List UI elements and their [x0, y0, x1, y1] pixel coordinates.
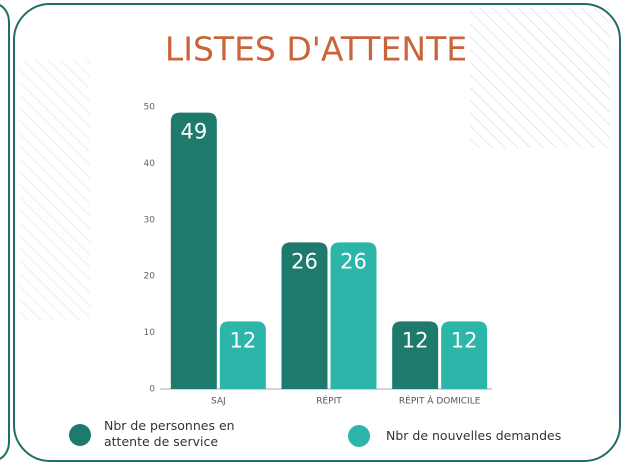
bar [281, 242, 328, 389]
value-label: 12 [402, 328, 429, 352]
y-tick-label: 20 [144, 272, 156, 282]
legend-label: Nbr de nouvelles demandes [386, 428, 562, 443]
card [13, 3, 621, 462]
bar [170, 112, 217, 389]
value-label: 26 [291, 249, 318, 273]
bar [219, 321, 266, 389]
y-tick-label: 50 [144, 103, 156, 113]
value-label: 26 [340, 249, 367, 273]
decor [20, 60, 90, 320]
value-label: 12 [229, 328, 256, 352]
bar [392, 321, 439, 389]
bar [441, 321, 488, 389]
bar [330, 242, 377, 389]
legend-marker [348, 425, 370, 447]
value-label: 49 [180, 120, 207, 144]
y-tick-label: 10 [144, 328, 156, 338]
decor [470, 8, 610, 148]
y-tick-label: 0 [149, 385, 155, 395]
value-label: 12 [451, 328, 478, 352]
x-tick-label: RÉPIT [316, 395, 342, 407]
y-tick-label: 40 [144, 159, 156, 169]
y-tick-label: 30 [144, 215, 156, 225]
x-tick-label: RÉPIT À DOMICILE [399, 395, 481, 407]
x-tick-label: SAJ [211, 397, 226, 407]
legend-marker [69, 424, 91, 446]
side-card [0, 4, 10, 460]
chart-title: LISTES D'ATTENTE [165, 30, 467, 69]
legend-label: Nbr de personnes en attente de service [104, 418, 235, 449]
